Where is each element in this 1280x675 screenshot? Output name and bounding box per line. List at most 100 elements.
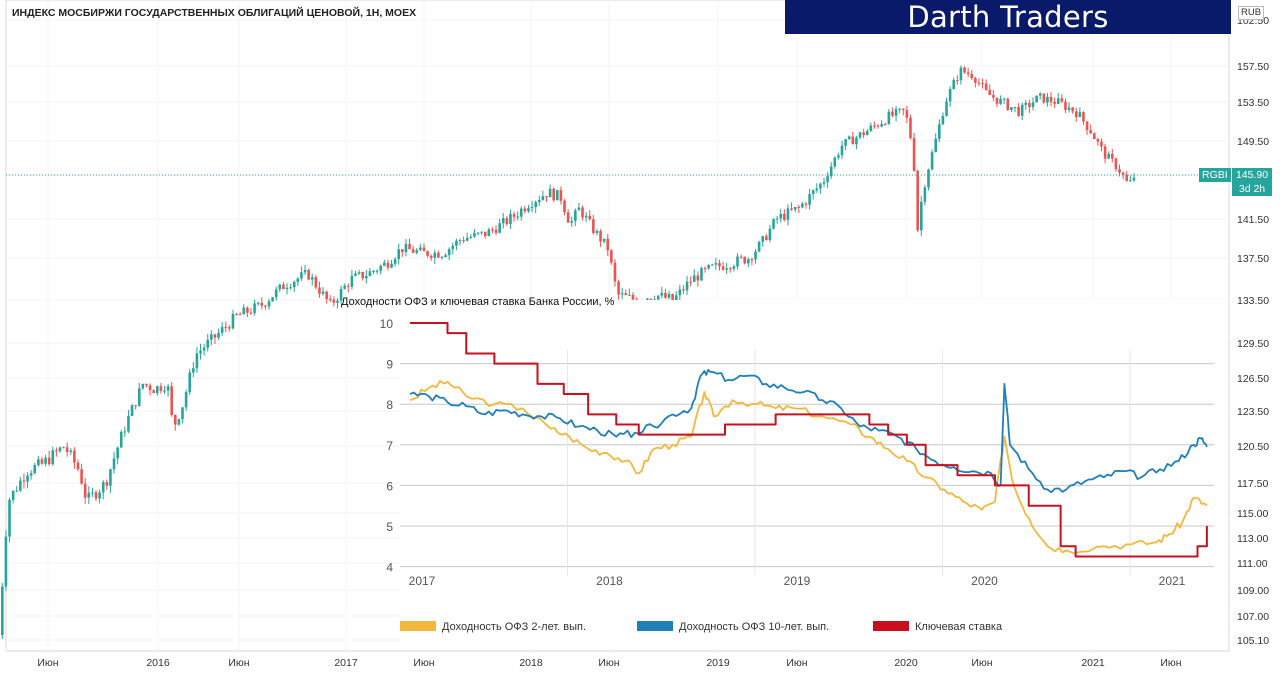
y-tick-label: 157.50 <box>1237 61 1269 73</box>
candle-body <box>869 125 873 131</box>
candle-body <box>220 327 224 333</box>
inset-y-tick-label: 5 <box>386 520 393 534</box>
candle-body <box>1103 146 1107 159</box>
candle-body <box>238 314 242 316</box>
candle-body <box>267 301 271 307</box>
candle-body <box>1046 96 1049 103</box>
candle-body <box>1085 121 1089 131</box>
candle-body <box>671 294 674 300</box>
candle-body <box>873 125 876 127</box>
candle-body <box>393 259 397 264</box>
candle-body <box>498 223 501 233</box>
candle-body <box>837 155 840 158</box>
candle-body <box>116 447 119 459</box>
candle-body <box>783 213 786 220</box>
candle-body <box>552 188 556 201</box>
candle-body <box>829 166 833 177</box>
legend-ofz10: Доходность ОФЗ 10-лет. вып. <box>637 621 829 635</box>
candle-body <box>941 115 945 125</box>
candle-body <box>112 458 116 470</box>
inset-y-tick-label: 4 <box>386 561 393 575</box>
candle-body <box>790 208 793 210</box>
candle-body <box>930 152 934 170</box>
candle-body <box>1078 112 1082 117</box>
candle-body <box>847 136 851 140</box>
candle-body <box>397 249 401 260</box>
candle-body <box>440 256 444 258</box>
candle-body <box>141 383 145 389</box>
candle-body <box>577 207 581 211</box>
inset-title: Доходности ОФЗ и ключевая ставка Банка Р… <box>341 296 615 308</box>
candle-body <box>1071 107 1074 112</box>
chart-title: ИНДЕКС МОСБИРЖИ ГОСУДАРСТВЕННЫХ ОБЛИГАЦИ… <box>12 7 417 19</box>
candle-body <box>361 272 364 279</box>
candle-body <box>581 207 584 218</box>
candle-body <box>595 231 599 233</box>
candle-body <box>1049 96 1053 102</box>
candle-body <box>696 275 700 281</box>
candle-body <box>163 390 166 392</box>
candle-body <box>83 483 87 498</box>
candle-body <box>1013 107 1017 109</box>
y-tick-label: 153.50 <box>1237 97 1269 109</box>
bar-countdown: 3d 2h <box>1238 183 1266 195</box>
candle-body <box>822 182 826 184</box>
candle-body <box>779 213 783 219</box>
candle-body <box>224 327 228 329</box>
x-tick-label: 2019 <box>706 657 730 669</box>
candle-body <box>1042 93 1046 103</box>
candle-body <box>300 272 303 279</box>
candle-body <box>905 110 909 118</box>
candle-body <box>336 300 339 303</box>
candle-body <box>1 586 4 636</box>
candle-body <box>537 200 541 203</box>
candle-body <box>429 255 433 258</box>
candle-body <box>350 275 354 287</box>
candle-body <box>491 229 494 231</box>
y-tick-label: 109.00 <box>1237 585 1269 597</box>
candle-body <box>444 255 447 257</box>
x-tick-label: Июн <box>413 657 434 669</box>
candle-body <box>617 281 620 295</box>
candle-body <box>1107 153 1110 159</box>
candle-body <box>22 480 26 482</box>
x-tick-label: Июн <box>228 657 249 669</box>
candle-body <box>545 196 548 198</box>
candle-body <box>354 273 357 276</box>
candle-body <box>505 218 509 224</box>
candle-body <box>476 232 480 234</box>
candle-body <box>192 368 195 373</box>
candle-body <box>87 492 91 498</box>
candle-body <box>656 295 660 300</box>
candle-body <box>469 236 473 238</box>
candle-body <box>592 219 595 233</box>
candle-body <box>159 386 163 391</box>
legend-swatch-key-rate <box>873 621 909 631</box>
candle-body <box>1024 102 1028 105</box>
candle-body <box>844 139 847 146</box>
candle-body <box>328 299 332 301</box>
candle-body <box>966 72 970 75</box>
candle-body <box>793 207 797 210</box>
inset-x-axis: 2017 2018 2019 2020 2021 <box>409 574 1186 588</box>
candle-body <box>501 218 505 224</box>
currency-label[interactable]: RUB <box>1238 6 1265 20</box>
candle-body <box>819 183 822 189</box>
y-tick-label: 123.50 <box>1237 406 1269 418</box>
candle-body <box>548 188 552 198</box>
candle-body <box>137 388 141 406</box>
candle-body <box>772 219 775 229</box>
y-tick-label: 141.50 <box>1237 214 1269 226</box>
inset-x-tick-label: 2017 <box>409 574 436 588</box>
x-axis: Июн 2016 Июн 2017 Июн 2018 Июн 2019 Июн 2020 Июн 20… <box>37 657 1181 669</box>
candle-body <box>797 207 801 209</box>
candle-body <box>455 240 458 246</box>
candle-body <box>282 284 285 290</box>
candle-body <box>516 216 519 218</box>
candle-body <box>101 482 105 493</box>
candle-body <box>728 268 732 270</box>
candle-body <box>833 157 837 167</box>
candle-body <box>743 257 747 264</box>
candle-body <box>765 236 768 241</box>
